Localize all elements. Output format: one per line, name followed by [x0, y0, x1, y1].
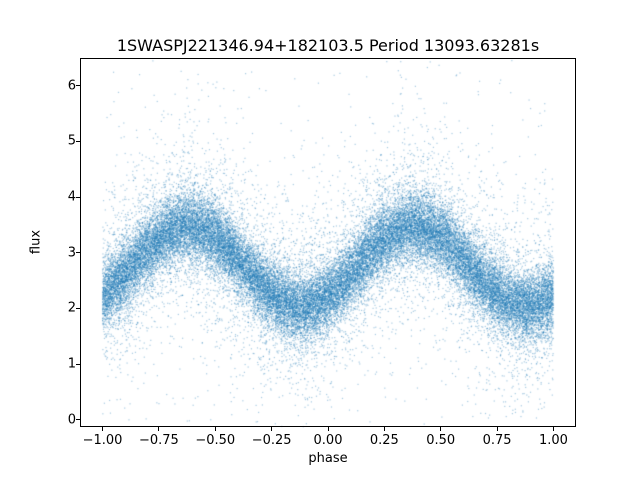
x-tick-label: 0.50 [426, 433, 456, 448]
x-tick-mark [496, 427, 498, 431]
y-tick-mark [76, 140, 80, 142]
y-tick-label: 4 [67, 189, 76, 205]
y-tick-label: 1 [67, 356, 76, 372]
plot-frame [80, 58, 576, 427]
y-tick-label: 2 [67, 300, 76, 316]
y-tick-mark [76, 419, 80, 421]
x-tick-mark [327, 427, 329, 431]
x-tick-mark [214, 427, 216, 431]
y-tick-label: 5 [67, 133, 76, 149]
y-tick-mark [76, 85, 80, 87]
y-tick-label: 6 [67, 78, 76, 94]
x-tick-mark [271, 427, 273, 431]
x-tick-label: 0.00 [313, 433, 343, 448]
x-tick-label: 1.00 [538, 433, 568, 448]
x-tick-mark [102, 427, 104, 431]
y-tick-mark [76, 307, 80, 309]
x-tick-mark [440, 427, 442, 431]
x-tick-mark [158, 427, 160, 431]
x-tick-label: 0.75 [482, 433, 512, 448]
y-tick-label: 0 [67, 412, 76, 428]
y-tick-label: 3 [67, 245, 76, 261]
x-tick-mark [552, 427, 554, 431]
y-tick-mark [76, 252, 80, 254]
y-tick-mark [76, 363, 80, 365]
x-tick-label: −0.75 [138, 433, 179, 448]
x-tick-label: 0.25 [369, 433, 399, 448]
x-tick-mark [383, 427, 385, 431]
x-tick-label: −0.50 [195, 433, 236, 448]
x-axis-label: phase [308, 451, 348, 466]
x-tick-label: −1.00 [82, 433, 123, 448]
y-tick-mark [76, 196, 80, 198]
y-axis-label: flux [28, 229, 44, 255]
x-tick-label: −0.25 [251, 433, 292, 448]
